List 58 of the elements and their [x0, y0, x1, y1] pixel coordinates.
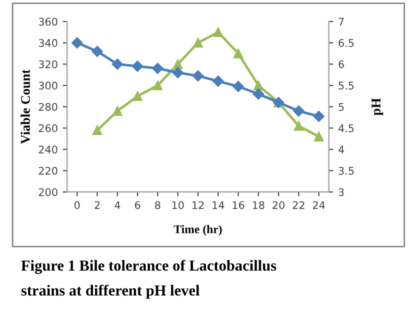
y-tick-label: 280 — [38, 102, 58, 111]
point — [252, 88, 264, 100]
y-tick-label: 260 — [38, 124, 58, 132]
y2-tick-label: 4.5 — [338, 124, 354, 132]
point — [152, 62, 164, 74]
point — [172, 67, 184, 78]
y-tick-label: 360 — [38, 18, 58, 26]
point — [152, 80, 163, 90]
x-tick-label: 4 — [114, 201, 120, 209]
y-tick-label: 300 — [38, 82, 58, 90]
x-tick-label: 0 — [74, 201, 80, 210]
y-tick-label: 340 — [38, 39, 58, 47]
y2-tick-label: 5 — [338, 103, 344, 111]
y2-tick-label: 3 — [338, 188, 344, 196]
point — [193, 38, 203, 48]
x-tick-label: 2 — [94, 201, 100, 209]
point — [232, 80, 244, 92]
point — [294, 121, 304, 131]
x-tick-label: 18 — [252, 201, 264, 210]
x-tick-label: 12 — [192, 201, 204, 209]
y-tick-label: 240 — [38, 146, 58, 154]
y2-tick-label: 7 — [338, 18, 344, 26]
x-tick-label: 24 — [312, 201, 325, 209]
point — [92, 125, 102, 136]
point — [192, 70, 204, 82]
point — [72, 37, 83, 48]
y-tick-label: 320 — [38, 60, 58, 68]
y2-tick-label: 5.5 — [338, 82, 354, 90]
y-tick-label: 220 — [38, 166, 58, 175]
x-tick-label: 22 — [292, 201, 304, 209]
point — [293, 105, 304, 117]
y2-tick-label: 6.5 — [338, 39, 354, 47]
x-axis-title: Time (hr) — [174, 224, 222, 236]
y2-tick-label: 6 — [338, 60, 344, 68]
point — [132, 60, 144, 72]
point — [112, 58, 124, 70]
y2-axis-title: pH — [372, 98, 384, 116]
x-tick-label: 14 — [212, 201, 224, 209]
x-tick-label: 20 — [272, 201, 284, 210]
point — [314, 132, 324, 142]
point — [213, 27, 223, 38]
x-tick-label: 6 — [134, 201, 140, 210]
point — [254, 80, 264, 90]
point — [132, 91, 142, 101]
x-tick-label: 16 — [232, 201, 244, 210]
y2-tick-label: 3.5 — [338, 166, 354, 175]
caption: Figure 1 Bile tolerance of Lactobacillus strains at different pH level — [21, 260, 276, 299]
point — [172, 59, 183, 69]
point — [212, 76, 224, 87]
y-tick-label: 200 — [38, 188, 58, 196]
point — [112, 106, 122, 116]
point — [313, 110, 324, 122]
x-tick-label: 8 — [155, 201, 160, 210]
y-axis-title: Viable Count — [20, 69, 30, 144]
point — [92, 46, 103, 57]
y2-tick-label: 4 — [338, 146, 344, 154]
point — [233, 48, 244, 58]
x-tick-label: 10 — [172, 201, 184, 210]
